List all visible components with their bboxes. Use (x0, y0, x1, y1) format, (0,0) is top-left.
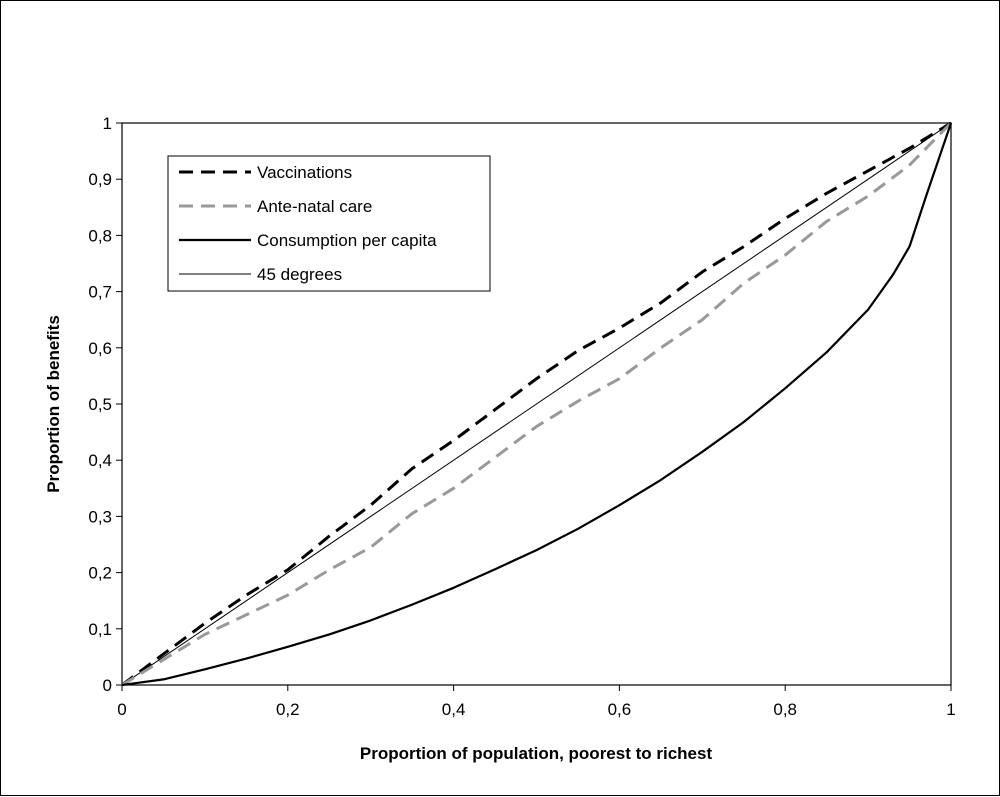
y-axis: 0 0,1 0,2 0,3 0,4 0,5 0,6 0,7 0,8 0,9 1 (88, 114, 122, 695)
legend-box (167, 155, 491, 292)
y-tick-label: 0,8 (88, 226, 112, 245)
y-tick-label: 0,4 (88, 451, 112, 470)
y-axis-title: Proportion of benefits (44, 315, 63, 493)
y-tick-label: 1 (103, 114, 112, 133)
legend-label-vaccinations: Vaccinations (257, 163, 352, 182)
x-tick-label: 0 (117, 700, 126, 719)
legend-label-consumption-per-capita: Consumption per capita (257, 231, 437, 250)
legend-label-ante-natal-care: Ante-natal care (257, 197, 372, 216)
x-tick-label: 0,4 (442, 700, 466, 719)
series-layer (121, 121, 953, 687)
y-tick-label: 0,5 (88, 395, 112, 414)
x-tick-label: 1 (946, 700, 955, 719)
y-tick-label: 0,2 (88, 564, 112, 583)
legend: Vaccinations Ante-natal care Consumption p… (167, 155, 491, 292)
x-tick-label: 0,2 (276, 700, 300, 719)
y-tick-label: 0,6 (88, 339, 112, 358)
y-tick-label: 0,1 (88, 620, 112, 639)
y-tick-label: 0,7 (88, 283, 112, 302)
y-tick-label: 0 (103, 676, 112, 695)
series-line-45-degrees (121, 122, 952, 686)
x-axis-title: Proportion of population, poorest to ric… (360, 744, 713, 763)
x-tick-label: 0,8 (773, 700, 797, 719)
x-tick-label: 0,6 (608, 700, 632, 719)
x-axis: 0 0,2 0,4 0,6 0,8 1 (117, 685, 956, 719)
y-tick-label: 0,9 (88, 170, 112, 189)
series-line-vaccinations (121, 121, 952, 687)
series-line-consumption-per-capita (121, 122, 953, 687)
series-line-ante-natal-care (121, 121, 953, 687)
legend-label-45-degrees: 45 degrees (257, 265, 342, 284)
y-tick-label: 0,3 (88, 507, 112, 526)
